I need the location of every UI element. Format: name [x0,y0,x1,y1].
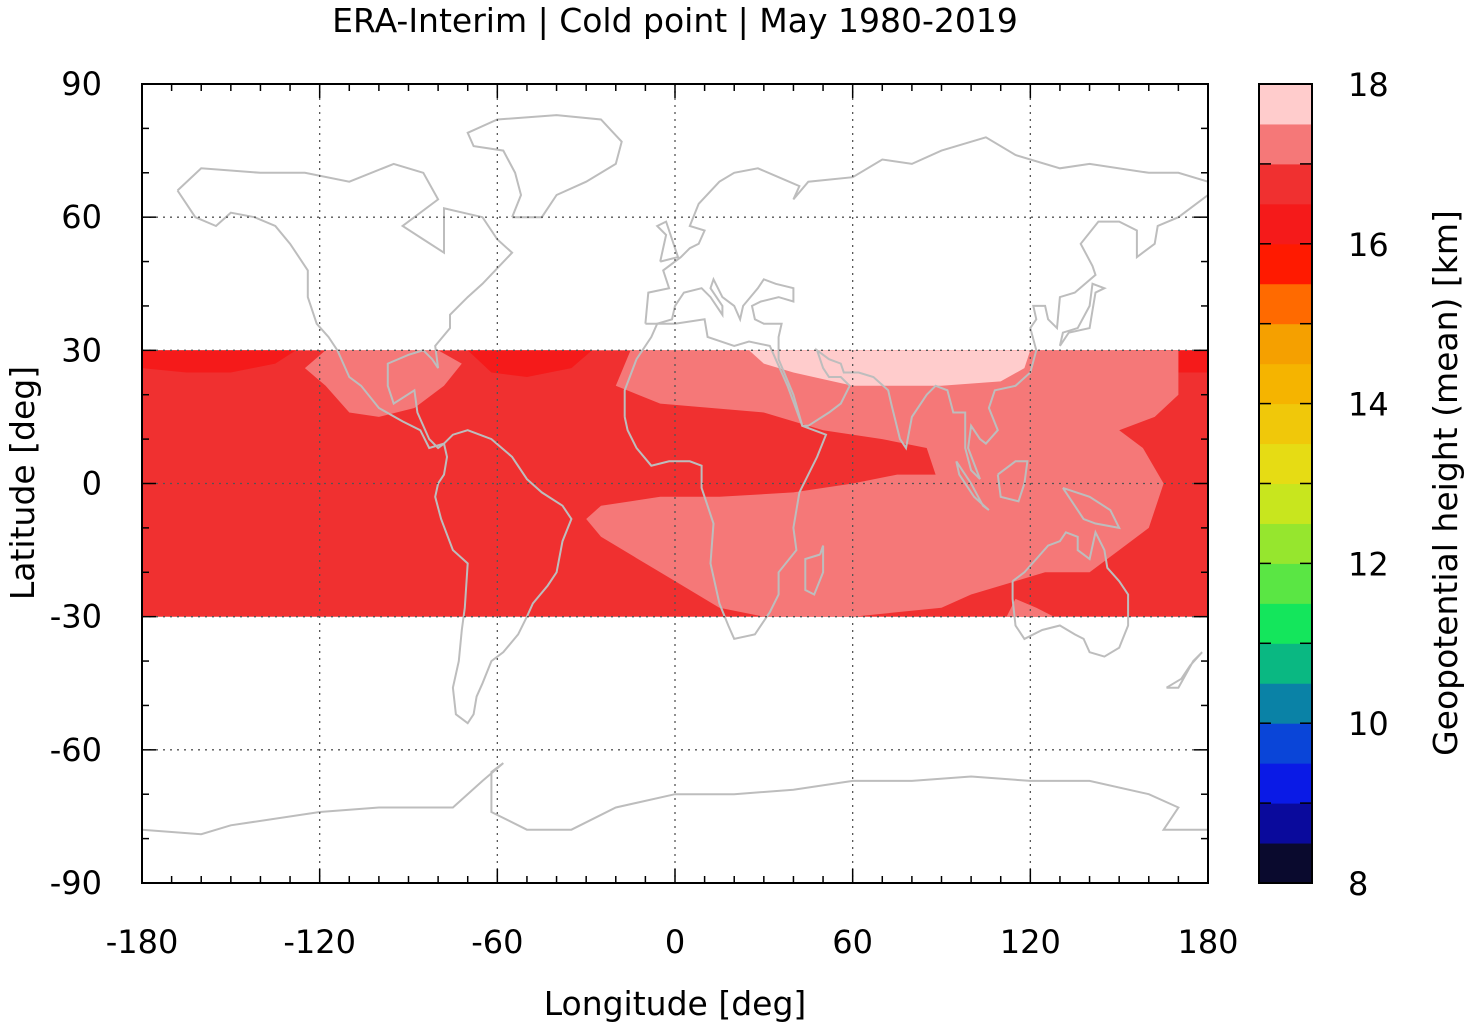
colorbar-tick-label: 12 [1348,545,1389,583]
colorbar-tick-label: 14 [1348,386,1389,424]
heatmap-region-5 [586,350,1179,617]
coastline-4 [1011,529,1130,658]
coastline-5 [142,762,1208,836]
heatmap-region-6 [1006,598,1054,617]
x-tick-label: 0 [665,923,685,961]
colorbar-swatch [1259,163,1312,205]
colorbar: 8 10 12 14 16 18 [1258,66,1389,903]
colorbar-swatch [1259,283,1312,325]
x-tick-label: -180 [106,923,179,961]
colorbar-swatch [1259,643,1312,684]
colorbar-swatch [1259,443,1312,484]
colorbar-swatch [1259,123,1312,165]
colorbar-swatch [1259,403,1312,445]
y-axis-title: Latitude [deg] [3,366,42,600]
heatmap-region-1 [142,350,296,373]
coastline-8 [655,220,680,263]
colorbar-swatch [1259,563,1312,604]
chart-title: ERA-Interim | Cold point | May 1980-2019 [332,1,1018,40]
colorbar-swatch [1259,483,1312,524]
colorbar-tick-label: 10 [1348,705,1389,743]
heatmap-region-2 [467,350,593,377]
x-tick-label: 60 [832,923,873,961]
colorbar-swatch [1259,84,1312,125]
coastline-1 [434,429,573,725]
x-tick-label: 120 [1000,923,1061,961]
coastline-12 [1062,486,1121,530]
coastline-10 [955,460,990,511]
coastline-7 [804,545,825,596]
x-tick-label: -60 [471,923,523,961]
coastline-3 [644,136,1208,480]
colorbar-swatch [1259,523,1312,564]
y-tick-label: -90 [50,864,102,902]
colorbar-tick-label: 18 [1348,66,1389,104]
coastline-13 [1165,651,1203,689]
colorbar-swatch [1259,203,1312,245]
coastline-layer [142,114,1208,836]
colorbar-swatch [1259,763,1312,804]
y-tick-label: 0 [82,465,102,503]
coastline-0 [176,162,514,450]
colorbar-swatch [1259,723,1312,764]
colorbar-swatch [1259,603,1312,644]
colorbar-swatch [1259,843,1312,884]
colorbar-swatch [1259,243,1312,285]
y-tick-label: -60 [50,731,102,769]
y-tick-label: 90 [61,65,102,103]
colorbar-swatch [1259,323,1312,365]
colorbar-swatch [1259,363,1312,405]
colorbar-swatch [1259,683,1312,724]
coastline-6 [466,114,623,219]
y-tick-label: 60 [61,198,102,236]
x-tick-label: 180 [1177,923,1238,961]
coastline-9 [1058,282,1107,347]
colorbar-swatch [1259,803,1312,844]
coastline-2 [623,318,828,641]
y-tick-label: -30 [50,598,102,636]
colorbar-title: Geopotential height (mean) [km] [1426,210,1465,756]
colorbar-tick-label: 16 [1348,226,1389,264]
grid-layer [142,84,1208,883]
x-tick-label: -120 [283,923,356,961]
axes-layer: -180 -120 -60 0 60 120 180 -90 -60 -30 0 30 60 90 [50,65,1239,961]
plot-area [142,84,1208,883]
x-axis-title: Longitude [deg] [544,984,807,1023]
colorbar-tick-label: 8 [1348,865,1368,903]
y-tick-label: 30 [61,331,102,369]
